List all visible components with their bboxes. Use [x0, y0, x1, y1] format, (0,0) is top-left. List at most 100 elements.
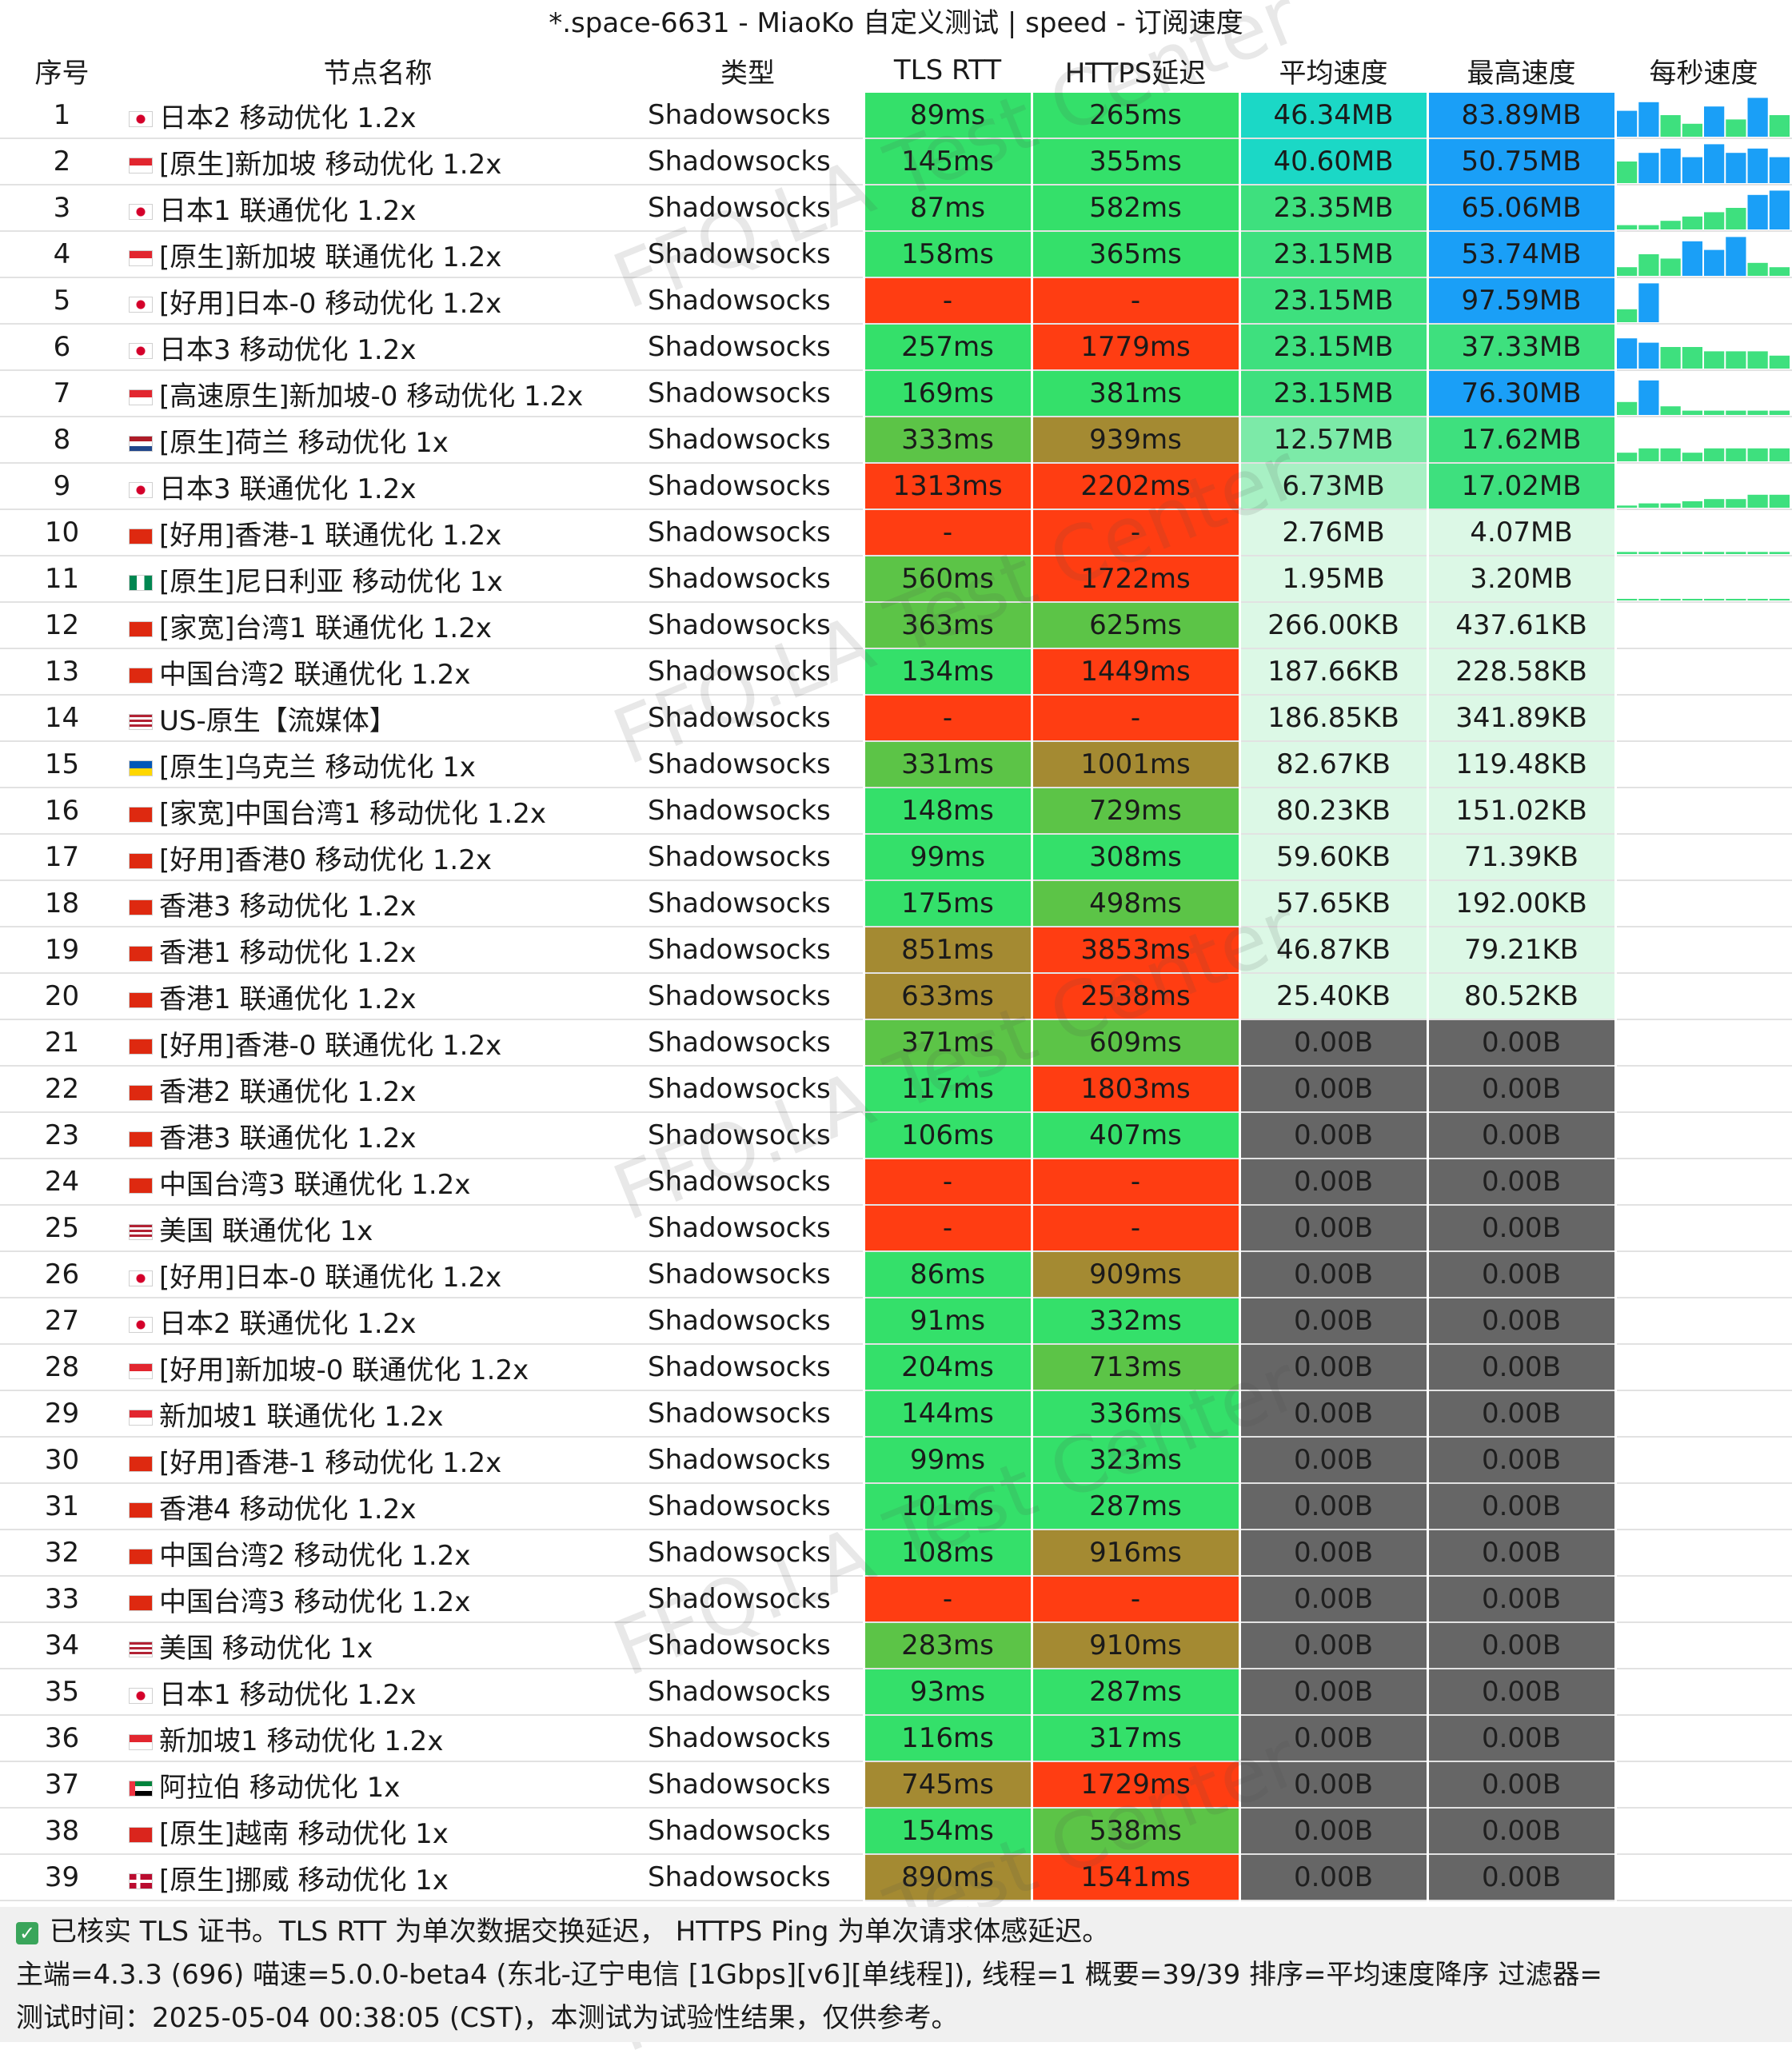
node-name-cell[interactable]: [好用]日本-0 移动优化 1.2x	[124, 277, 632, 325]
table-row[interactable]: 38 [原生]越南 移动优化 1x Shadowsocks 154ms 538ms 0.0…	[0, 1808, 1792, 1855]
table-row[interactable]: 28 [好用]新加坡-0 联通优化 1.2x Shadowsocks 204ms 713…	[0, 1344, 1792, 1391]
node-name-cell[interactable]: [家宽]台湾1 联通优化 1.2x	[124, 602, 632, 649]
table-row[interactable]: 15 [原生]乌克兰 移动优化 1x Shadowsocks 331ms 1001ms 8…	[0, 741, 1792, 788]
node-name: 中国台湾3 移动优化 1.2x	[159, 1585, 471, 1618]
table-row[interactable]: 3 日本1 联通优化 1.2x Shadowsocks 87ms 582ms 23.35M…	[0, 185, 1792, 232]
table-row[interactable]: 35 日本1 移动优化 1.2x Shadowsocks 93ms 287ms 0.00B…	[0, 1669, 1792, 1716]
table-row[interactable]: 30 [好用]香港-1 移动优化 1.2x Shadowsocks 99ms 323ms…	[0, 1437, 1792, 1484]
https-latency-cell: 910ms	[1030, 1622, 1239, 1669]
table-row[interactable]: 8 [原生]荷兰 移动优化 1x Shadowsocks 333ms 939ms 12.5…	[0, 417, 1792, 464]
node-name-cell[interactable]: [原生]新加坡 联通优化 1.2x	[124, 231, 632, 278]
node-name-cell[interactable]: 香港2 联通优化 1.2x	[124, 1066, 632, 1113]
table-row[interactable]: 2 [原生]新加坡 移动优化 1.2x Shadowsocks 145ms 355ms 4…	[0, 138, 1792, 185]
node-name-cell[interactable]: 日本1 移动优化 1.2x	[124, 1669, 632, 1716]
nl-flag-icon	[129, 436, 153, 452]
table-row[interactable]: 22 香港2 联通优化 1.2x Shadowsocks 117ms 1803ms 0.0…	[0, 1066, 1792, 1113]
table-row[interactable]: 25 美国 联通优化 1x Shadowsocks - -0.00B 0.00B	[0, 1205, 1792, 1252]
col-header-https-latency[interactable]: HTTPS延迟	[1032, 48, 1239, 93]
table-row[interactable]: 34 美国 移动优化 1x Shadowsocks 283ms 910ms 0.00B 0.…	[0, 1622, 1792, 1669]
node-name-cell[interactable]: 新加坡1 移动优化 1.2x	[124, 1715, 632, 1762]
col-header-per-second-speed[interactable]: 每秒速度	[1615, 48, 1792, 93]
table-row[interactable]: 1 日本2 移动优化 1.2x Shadowsocks 89ms 265ms 46.34M…	[0, 93, 1792, 139]
node-name-cell[interactable]: 新加坡1 联通优化 1.2x	[124, 1390, 632, 1438]
node-name-cell[interactable]: 日本1 联通优化 1.2x	[124, 185, 632, 232]
node-name-cell[interactable]: [好用]香港-1 移动优化 1.2x	[124, 1437, 632, 1484]
table-row[interactable]: 11 [原生]尼日利亚 移动优化 1x Shadowsocks 560ms 1722ms…	[0, 556, 1792, 603]
table-row[interactable]: 32 中国台湾2 移动优化 1.2x Shadowsocks 108ms 916ms 0.…	[0, 1530, 1792, 1577]
table-row[interactable]: 26 [好用]日本-0 联通优化 1.2x Shadowsocks 86ms 909ms…	[0, 1251, 1792, 1298]
node-name-cell[interactable]: [原生]乌克兰 移动优化 1x	[124, 741, 632, 788]
table-row[interactable]: 7 [高速原生]新加坡-0 移动优化 1.2x Shadowsocks 169ms 38…	[0, 370, 1792, 417]
node-name-cell[interactable]: 日本2 移动优化 1.2x	[124, 93, 632, 139]
node-name-cell[interactable]: 日本2 联通优化 1.2x	[124, 1298, 632, 1345]
table-row[interactable]: 5 [好用]日本-0 移动优化 1.2x Shadowsocks - -23.15MB 9…	[0, 277, 1792, 325]
node-name-cell[interactable]: 日本3 联通优化 1.2x	[124, 463, 632, 510]
col-header-type[interactable]: 类型	[632, 48, 864, 93]
https-latency-cell: -	[1030, 695, 1239, 742]
sparkline-bar	[1725, 119, 1746, 137]
node-name-cell[interactable]: [好用]香港-0 联通优化 1.2x	[124, 1019, 632, 1067]
node-name-cell[interactable]: [原生]越南 移动优化 1x	[124, 1808, 632, 1855]
node-name-cell[interactable]: [原生]新加坡 移动优化 1.2x	[124, 138, 632, 185]
node-name-cell[interactable]: 香港4 移动优化 1.2x	[124, 1483, 632, 1530]
table-row[interactable]: 33 中国台湾3 移动优化 1.2x Shadowsocks - -0.00B 0.00B	[0, 1576, 1792, 1623]
col-header-max-speed[interactable]: 最高速度	[1427, 48, 1615, 93]
per-second-speed-cell	[1614, 556, 1792, 603]
https-latency-cell: -	[1030, 1159, 1239, 1206]
col-header-avg-speed[interactable]: 平均速度	[1239, 48, 1427, 93]
table-row[interactable]: 12 [家宽]台湾1 联通优化 1.2x Shadowsocks 363ms 625ms…	[0, 602, 1792, 649]
node-name-cell[interactable]: 中国台湾2 联通优化 1.2x	[124, 648, 632, 696]
table-row[interactable]: 29 新加坡1 联通优化 1.2x Shadowsocks 144ms 336ms 0.0…	[0, 1390, 1792, 1438]
node-name-cell[interactable]: [高速原生]新加坡-0 移动优化 1.2x	[124, 370, 632, 417]
table-row[interactable]: 24 中国台湾3 联通优化 1.2x Shadowsocks - -0.00B 0.00B	[0, 1159, 1792, 1206]
row-index: 15	[0, 741, 124, 788]
node-name-cell[interactable]: 香港1 联通优化 1.2x	[124, 973, 632, 1020]
node-name-cell[interactable]: US-原生【流媒体】	[124, 695, 632, 742]
table-row[interactable]: 21 [好用]香港-0 联通优化 1.2x Shadowsocks 371ms 609m…	[0, 1019, 1792, 1067]
node-name-cell[interactable]: [好用]香港-1 联通优化 1.2x	[124, 509, 632, 556]
table-row[interactable]: 10 [好用]香港-1 联通优化 1.2x Shadowsocks - -2.76MB 4…	[0, 509, 1792, 556]
node-name-cell[interactable]: 香港3 联通优化 1.2x	[124, 1112, 632, 1159]
https-latency-cell: 1541ms	[1030, 1854, 1239, 1901]
table-row[interactable]: 14 US-原生【流媒体】 Shadowsocks - -186.85KB 341.89K…	[0, 695, 1792, 742]
node-name-cell[interactable]: [原生]尼日利亚 移动优化 1x	[124, 556, 632, 603]
table-row[interactable]: 6 日本3 移动优化 1.2x Shadowsocks 257ms 1779ms 23.1…	[0, 324, 1792, 371]
table-row[interactable]: 9 日本3 联通优化 1.2x Shadowsocks 1313ms 2202ms 6.7…	[0, 463, 1792, 510]
node-name-cell[interactable]: [好用]新加坡-0 联通优化 1.2x	[124, 1344, 632, 1391]
table-row[interactable]: 31 香港4 移动优化 1.2x Shadowsocks 101ms 287ms 0.00…	[0, 1483, 1792, 1530]
node-name-cell[interactable]: 美国 移动优化 1x	[124, 1622, 632, 1669]
sparkline-bar	[1682, 599, 1702, 600]
table-row[interactable]: 36 新加坡1 移动优化 1.2x Shadowsocks 116ms 317ms 0.0…	[0, 1715, 1792, 1762]
node-name-cell[interactable]: 中国台湾2 移动优化 1.2x	[124, 1530, 632, 1577]
node-name-cell[interactable]: [家宽]中国台湾1 移动优化 1.2x	[124, 788, 632, 835]
table-row[interactable]: 39 [原生]挪威 移动优化 1x Shadowsocks 890ms 1541ms 0.…	[0, 1854, 1792, 1901]
table-row[interactable]: 37 阿拉伯 移动优化 1x Shadowsocks 745ms 1729ms 0.00B…	[0, 1761, 1792, 1809]
table-row[interactable]: 4 [原生]新加坡 联通优化 1.2x Shadowsocks 158ms 365ms 2…	[0, 231, 1792, 278]
sparkline-bar	[1703, 448, 1724, 461]
table-row[interactable]: 19 香港1 移动优化 1.2x Shadowsocks 851ms 3853ms 46.…	[0, 927, 1792, 974]
node-name-cell[interactable]: 美国 联通优化 1x	[124, 1205, 632, 1252]
node-name-cell[interactable]: 阿拉伯 移动优化 1x	[124, 1761, 632, 1809]
node-name-cell[interactable]: 日本3 移动优化 1.2x	[124, 324, 632, 371]
node-name-cell[interactable]: 香港1 移动优化 1.2x	[124, 927, 632, 974]
node-name-cell[interactable]: [好用]香港0 移动优化 1.2x	[124, 834, 632, 881]
col-header-index[interactable]: 序号	[0, 48, 124, 93]
avg-speed-cell: 0.00B	[1238, 1437, 1427, 1484]
table-row[interactable]: 16 [家宽]中国台湾1 移动优化 1.2x Shadowsocks 148ms 729…	[0, 788, 1792, 835]
table-row[interactable]: 23 香港3 联通优化 1.2x Shadowsocks 106ms 407ms 0.00…	[0, 1112, 1792, 1159]
node-name-cell[interactable]: 香港3 移动优化 1.2x	[124, 880, 632, 927]
table-row[interactable]: 13 中国台湾2 联通优化 1.2x Shadowsocks 134ms 1449ms 1…	[0, 648, 1792, 696]
node-name-cell[interactable]: [原生]挪威 移动优化 1x	[124, 1854, 632, 1901]
col-header-name[interactable]: 节点名称	[124, 48, 632, 93]
node-name-cell[interactable]: 中国台湾3 联通优化 1.2x	[124, 1159, 632, 1206]
table-row[interactable]: 27 日本2 联通优化 1.2x Shadowsocks 91ms 332ms 0.00B…	[0, 1298, 1792, 1345]
table-row[interactable]: 20 香港1 联通优化 1.2x Shadowsocks 633ms 2538ms 25.…	[0, 973, 1792, 1020]
tls-rtt-cell: 363ms	[862, 602, 1032, 649]
node-name-cell[interactable]: [原生]荷兰 移动优化 1x	[124, 417, 632, 464]
col-header-tls-rtt[interactable]: TLS RTT	[864, 48, 1032, 93]
node-name-cell[interactable]: [好用]日本-0 联通优化 1.2x	[124, 1251, 632, 1298]
per-second-speed-cell	[1614, 741, 1792, 788]
table-row[interactable]: 18 香港3 移动优化 1.2x Shadowsocks 175ms 498ms 57.6…	[0, 880, 1792, 927]
table-row[interactable]: 17 [好用]香港0 移动优化 1.2x Shadowsocks 99ms 308ms 5…	[0, 834, 1792, 881]
node-name-cell[interactable]: 中国台湾3 移动优化 1.2x	[124, 1576, 632, 1623]
